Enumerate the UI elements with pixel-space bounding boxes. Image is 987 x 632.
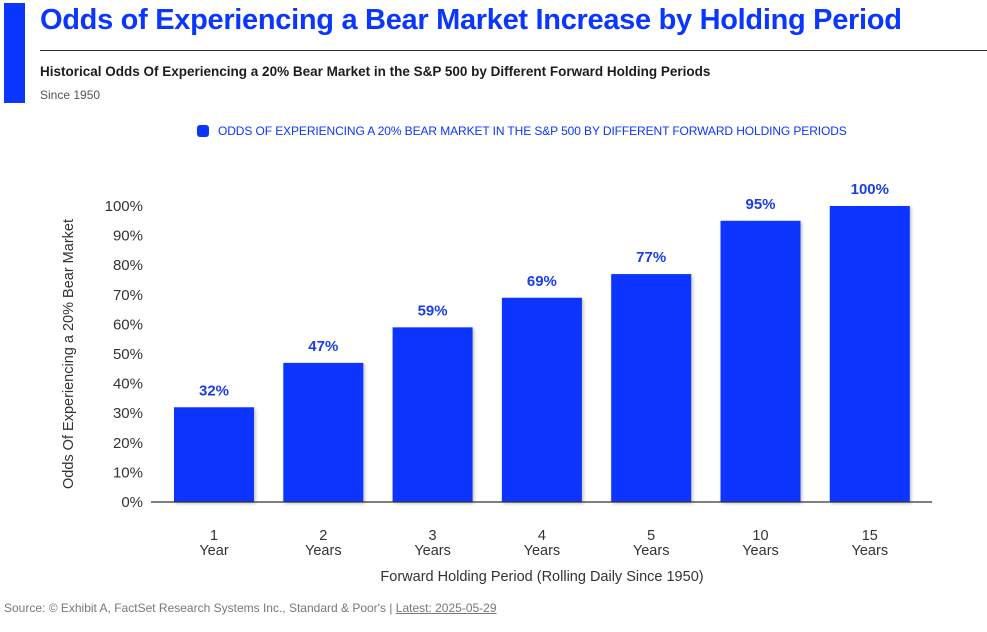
- source-text: Source: © Exhibit A, FactSet Research Sy…: [4, 601, 396, 615]
- x-tick-label-number: 15: [862, 528, 878, 544]
- y-tick-label: 80%: [113, 257, 143, 274]
- accent-side-bar: [4, 3, 25, 103]
- bar: [392, 327, 473, 502]
- bar-value-label: 95%: [745, 196, 775, 213]
- x-tick-label-unit: Years: [852, 543, 889, 559]
- x-tick-label-unit: Years: [414, 543, 451, 559]
- bar: [174, 407, 254, 502]
- y-tick-label: 90%: [113, 228, 143, 245]
- title-divider: [40, 50, 987, 51]
- x-tick-label-unit: Years: [524, 543, 561, 559]
- bar: [611, 274, 692, 502]
- x-tick-label-number: 4: [538, 528, 546, 544]
- x-tick-label-number: 10: [752, 528, 768, 544]
- bars: [174, 206, 910, 503]
- x-tick-label-number: 1: [210, 528, 218, 544]
- bar-value-label: 47%: [308, 338, 338, 355]
- y-tick-label: 0%: [121, 494, 143, 511]
- chart-title: Odds of Experiencing a Bear Market Incre…: [40, 4, 902, 36]
- value-labels: 32% 47% 59% 69% 77% 95% 100%: [199, 181, 889, 399]
- bar-value-label: 59%: [418, 302, 448, 319]
- bar-value-label: 77%: [636, 249, 666, 266]
- x-tick-label-unit: Years: [305, 543, 342, 559]
- x-tick-label-unit: Year: [199, 543, 228, 559]
- bar: [720, 220, 801, 503]
- y-tick-label: 30%: [113, 405, 143, 422]
- chart-subtitle: Historical Odds Of Experiencing a 20% Be…: [40, 64, 711, 79]
- x-tick-label-number: 3: [429, 528, 437, 544]
- bar: [283, 362, 364, 502]
- x-tick-label-number: 2: [319, 528, 327, 544]
- bar-value-label: 100%: [851, 181, 889, 198]
- x-axis-categories: 1Year2Years3Years4Years5Years10Years15Ye…: [199, 528, 888, 559]
- y-tick-label: 70%: [113, 287, 143, 304]
- x-tick-label-unit: Years: [633, 543, 670, 559]
- x-axis-title: Forward Holding Period (Rolling Daily Si…: [380, 569, 703, 585]
- y-tick-label: 10%: [113, 464, 143, 481]
- bar: [829, 206, 910, 502]
- y-axis-title: Odds Of Experiencing a 20% Bear Market: [61, 219, 77, 489]
- x-tick-label-unit: Years: [742, 543, 779, 559]
- y-tick-label: 50%: [113, 346, 143, 363]
- bar-value-label: 69%: [527, 273, 557, 290]
- legend: ODDS OF EXPERIENCING A 20% BEAR MARKET I…: [197, 124, 847, 138]
- bar-value-label: 32%: [199, 382, 229, 399]
- y-tick-label: 100%: [105, 198, 143, 215]
- y-tick-label: 40%: [113, 376, 143, 393]
- y-tick-label: 60%: [113, 316, 143, 333]
- source-note: Source: © Exhibit A, FactSet Research Sy…: [4, 601, 497, 615]
- y-tick-label: 20%: [113, 435, 143, 452]
- latest-date-link[interactable]: Latest: 2025-05-29: [395, 601, 497, 615]
- y-axis-ticks: 0% 10% 20% 30% 40% 50% 60% 70% 80% 90% 100%: [105, 198, 143, 511]
- legend-label: ODDS OF EXPERIENCING A 20% BEAR MARKET I…: [218, 124, 847, 138]
- since-note: Since 1950: [40, 88, 101, 102]
- bar: [501, 297, 582, 502]
- legend-swatch: [197, 125, 209, 137]
- x-tick-label-number: 5: [647, 528, 655, 544]
